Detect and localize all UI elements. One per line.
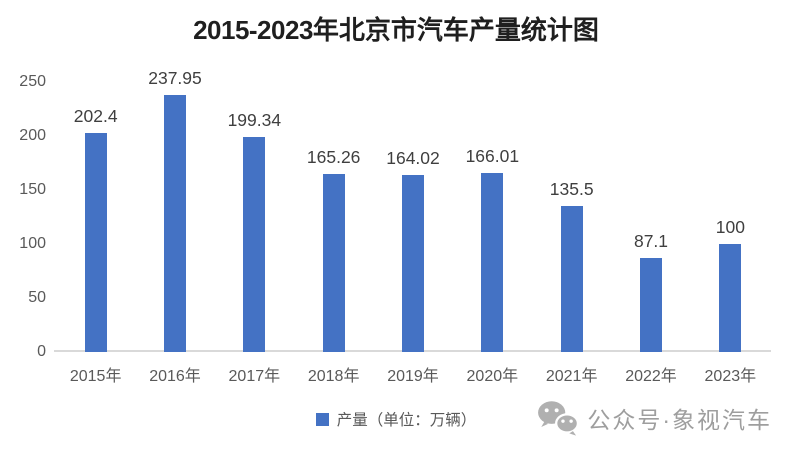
x-axis-label: 2019年	[387, 368, 439, 385]
chart-title: 2015-2023年北京市汽车产量统计图	[0, 13, 792, 48]
bar-value-label: 87.1	[633, 231, 669, 251]
watermark: 公众号·象视汽车	[536, 399, 772, 437]
bar-2021年	[560, 206, 583, 352]
bar-2019年	[402, 175, 424, 352]
x-axis-label: 2021年	[545, 368, 598, 385]
bar-2023年	[719, 244, 742, 352]
y-tick-label: 200	[19, 127, 46, 144]
bar-2017年	[243, 137, 266, 352]
bar-value-label: 135.5	[549, 179, 594, 199]
x-axis-label: 2022年	[625, 368, 677, 385]
y-tick-label: 150	[19, 181, 46, 198]
bar-2022年	[640, 258, 662, 352]
y-tick-label: 250	[19, 73, 46, 90]
bar-value-label: 237.95	[148, 68, 202, 88]
y-tick-label: 0	[37, 343, 46, 360]
bar-2015年	[84, 133, 107, 352]
bar-2016年	[164, 95, 186, 352]
x-axis-label: 2017年	[228, 368, 281, 385]
legend: 产量（单位：万辆）	[0, 408, 792, 430]
x-axis-label: 2020年	[466, 368, 519, 385]
bar-value-label: 165.26	[306, 147, 361, 167]
x-axis-label: 2018年	[307, 368, 360, 385]
wechat-icon	[538, 401, 580, 436]
bar-value-label: 202.4	[73, 106, 118, 126]
chart-title-text: 年北京市汽车产量统计图	[312, 16, 599, 45]
bar-value-label: 164.02	[386, 148, 440, 168]
legend-label: 产量（单位：万辆）	[336, 412, 477, 429]
y-tick-label: 100	[19, 235, 46, 252]
plot-area: 202.4 2015年 237.95 2016年 199.34 2017年 165.26 20…	[56, 68, 770, 385]
chart-title-year-range: 2015-2023	[193, 15, 313, 45]
watermark-text: 公众号·象视汽车	[587, 407, 772, 433]
bar-value-label: 166.01	[465, 146, 520, 166]
legend-color-swatch	[315, 412, 329, 426]
y-tick-label: 50	[28, 289, 46, 306]
bar-2020年	[481, 173, 504, 352]
bar-value-label: 100	[715, 217, 745, 237]
bar-value-label: 199.34	[227, 110, 282, 130]
x-axis-label: 2023年	[704, 368, 757, 385]
x-axis-label: 2015年	[69, 368, 122, 385]
x-axis-label: 2016年	[149, 368, 201, 385]
bar-2018年	[322, 174, 345, 352]
